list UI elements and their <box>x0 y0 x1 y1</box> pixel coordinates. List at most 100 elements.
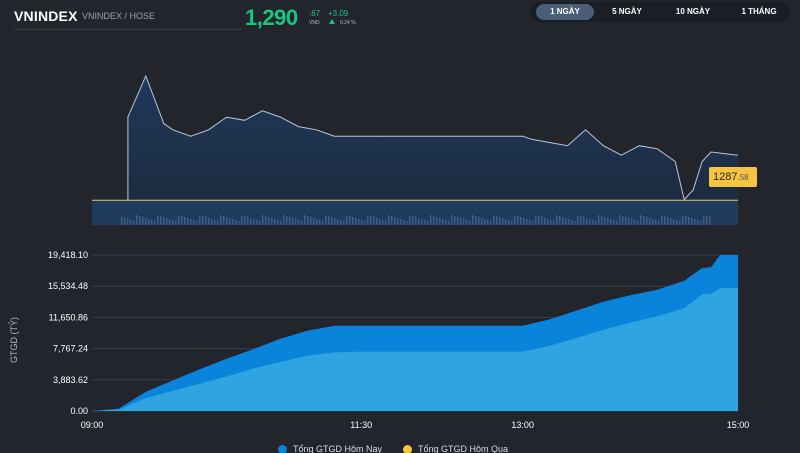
volume-bar <box>196 221 198 225</box>
y-tick-label: 7,767.24 <box>53 344 88 354</box>
volume-bar <box>145 218 147 225</box>
volume-bar <box>550 220 552 225</box>
volume-bar <box>295 219 297 225</box>
volume-bar <box>442 219 444 225</box>
volume-bar <box>343 221 345 225</box>
volume-bar <box>211 219 213 225</box>
yesterday-turnover-area <box>92 288 738 411</box>
volume-bar <box>541 217 543 225</box>
volume-bar <box>397 218 399 225</box>
volume-bar <box>619 215 621 225</box>
volume-bar <box>535 215 537 225</box>
volume-bar <box>142 217 144 225</box>
volume-bar <box>373 217 375 225</box>
volume-bar <box>277 220 279 225</box>
volume-bar <box>523 218 525 225</box>
x-tick-label: 15:00 <box>727 420 750 430</box>
volume-bar <box>676 220 678 225</box>
volume-bar <box>484 219 486 225</box>
volume-bar <box>247 217 249 225</box>
volume-bar <box>214 220 216 225</box>
volume-bar <box>187 218 189 225</box>
tab-1-month[interactable]: 1 THÁNG <box>741 7 777 16</box>
volume-bar <box>271 218 273 225</box>
volume-bar <box>322 221 324 225</box>
price-line <box>127 74 739 201</box>
volume-bar <box>244 216 246 225</box>
tab-10-days[interactable]: 10 NGÀY <box>675 7 711 16</box>
volume-bar <box>250 218 252 225</box>
volume-bar <box>130 220 132 225</box>
volume-bar <box>175 221 177 225</box>
volume-bar <box>403 220 405 225</box>
reference-price-decimal: .58 <box>737 173 749 182</box>
volume-bar <box>313 218 315 225</box>
volume-bar <box>256 220 258 225</box>
current-price-decimal: .67 <box>309 9 321 18</box>
volume-bar <box>349 216 351 225</box>
volume-bar <box>376 218 378 225</box>
volume-bar <box>688 217 690 225</box>
volume-bar <box>709 217 711 225</box>
volume-bar <box>673 219 675 225</box>
volume-bar <box>682 215 684 225</box>
volume-bar <box>415 217 417 225</box>
x-tick-label: 11:30 <box>350 420 372 430</box>
volume-bar <box>370 216 372 225</box>
legend-item-yesterday[interactable]: Tổng GTGD Hôm Qua <box>403 444 508 453</box>
volume-bar <box>163 217 165 225</box>
volume-bar <box>166 218 168 225</box>
volume-bar <box>583 217 585 225</box>
price-change: +3.09 <box>328 9 349 18</box>
volume-bar <box>259 221 261 225</box>
volume-bar <box>526 219 528 225</box>
volume-bar <box>436 217 438 225</box>
volume-bar <box>178 215 180 225</box>
volume-bar <box>310 217 312 225</box>
price-change-percent: 0.24 % <box>340 20 356 26</box>
volume-bar <box>334 218 336 225</box>
volume-bar <box>307 216 309 225</box>
volume-bar <box>631 219 633 225</box>
volume-bar <box>643 216 645 225</box>
volume-bar <box>652 219 654 225</box>
legend-dot-today <box>278 445 287 453</box>
y-axis-ticks: 19,418.10 15,534.48 11,650.86 7,767.24 3,883… <box>48 250 88 416</box>
volume-bar <box>427 221 429 225</box>
volume-bar <box>685 216 687 225</box>
volume-bar <box>388 215 390 225</box>
tab-1-day[interactable]: 1 NGÀY <box>536 4 594 20</box>
volume-bar <box>202 216 204 225</box>
y-axis-title: GTGD (TỶ) <box>9 317 19 363</box>
legend-item-today[interactable]: Tổng GTGD Hôm Nay <box>278 444 382 453</box>
volume-bar <box>610 219 612 225</box>
volume-bar <box>574 221 576 225</box>
y-tick-label: 11,650.86 <box>49 312 88 322</box>
x-tick-label: 09:00 <box>81 420 104 430</box>
volume-bar <box>481 218 483 225</box>
volume-bar <box>406 221 408 225</box>
volume-bar <box>508 220 510 225</box>
volume-bar <box>460 218 462 225</box>
volume-bar <box>649 218 651 225</box>
up-arrow-icon <box>329 19 335 24</box>
tab-5-days[interactable]: 5 NGÀY <box>612 7 642 16</box>
volume-bar <box>154 221 156 225</box>
volume-bar <box>577 215 579 225</box>
volume-bar <box>268 217 270 225</box>
volume-bar <box>664 216 666 225</box>
volume-bar <box>301 221 303 225</box>
volume-bar <box>148 219 150 225</box>
volume-bar <box>364 221 366 225</box>
volume-bar <box>316 219 318 225</box>
volume-bar <box>181 216 183 225</box>
x-axis-ticks: 09:00 11:30 13:00 15:00 <box>81 420 750 430</box>
volume-bar <box>697 220 699 225</box>
volume-bar <box>400 219 402 225</box>
volume-bar <box>205 217 207 225</box>
volume-bar <box>628 218 630 225</box>
volume-bar <box>151 220 153 225</box>
volume-bar <box>412 216 414 225</box>
volume-bar <box>487 220 489 225</box>
